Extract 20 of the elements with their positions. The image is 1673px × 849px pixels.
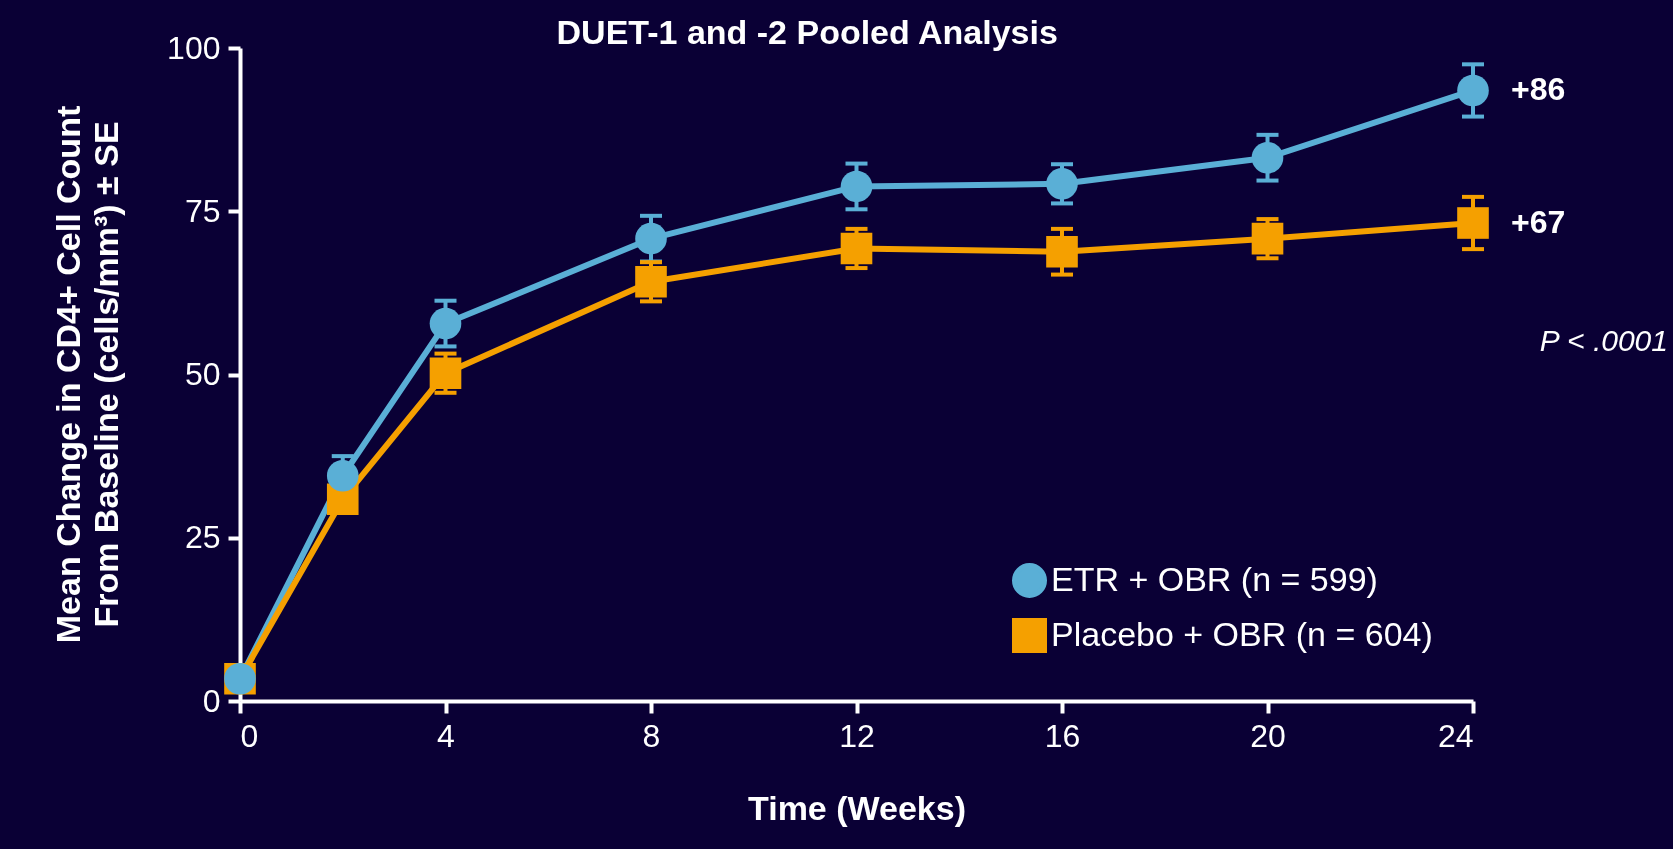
y-tick-label: 25 (184, 519, 221, 556)
y-tick-label: 0 (202, 682, 221, 719)
x-tick-label: 16 (1044, 717, 1081, 754)
x-tick-label: 0 (240, 717, 259, 754)
x-tick-label: 4 (437, 717, 455, 754)
x-tick-label: 12 (839, 717, 875, 754)
chart-title: DUET-1 and -2 Pooled Analysis (556, 13, 1058, 51)
x-tick-label: 8 (642, 717, 661, 754)
y-tick-label: 100 (167, 29, 221, 66)
y-axis-title: Mean Change in CD4+ Cell Count From Baseline (cells/mm³) ± SE (49, 105, 125, 644)
annotation: +86 (1511, 71, 1566, 108)
x-tick-label: 20 (1250, 717, 1286, 754)
x-axis-title: Time (Weeks) (748, 788, 966, 827)
legend-label: Placebo + OBR (n = 604) (1051, 614, 1433, 653)
annotation: +67 (1511, 204, 1566, 240)
x-tick-label: 24 (1437, 717, 1474, 754)
text: P < .0001 (1539, 323, 1668, 357)
y-tick-label: 75 (184, 192, 221, 229)
y-tick-label: 50 (184, 356, 221, 392)
legend-label: ETR + OBR (n = 599) (1051, 559, 1378, 598)
